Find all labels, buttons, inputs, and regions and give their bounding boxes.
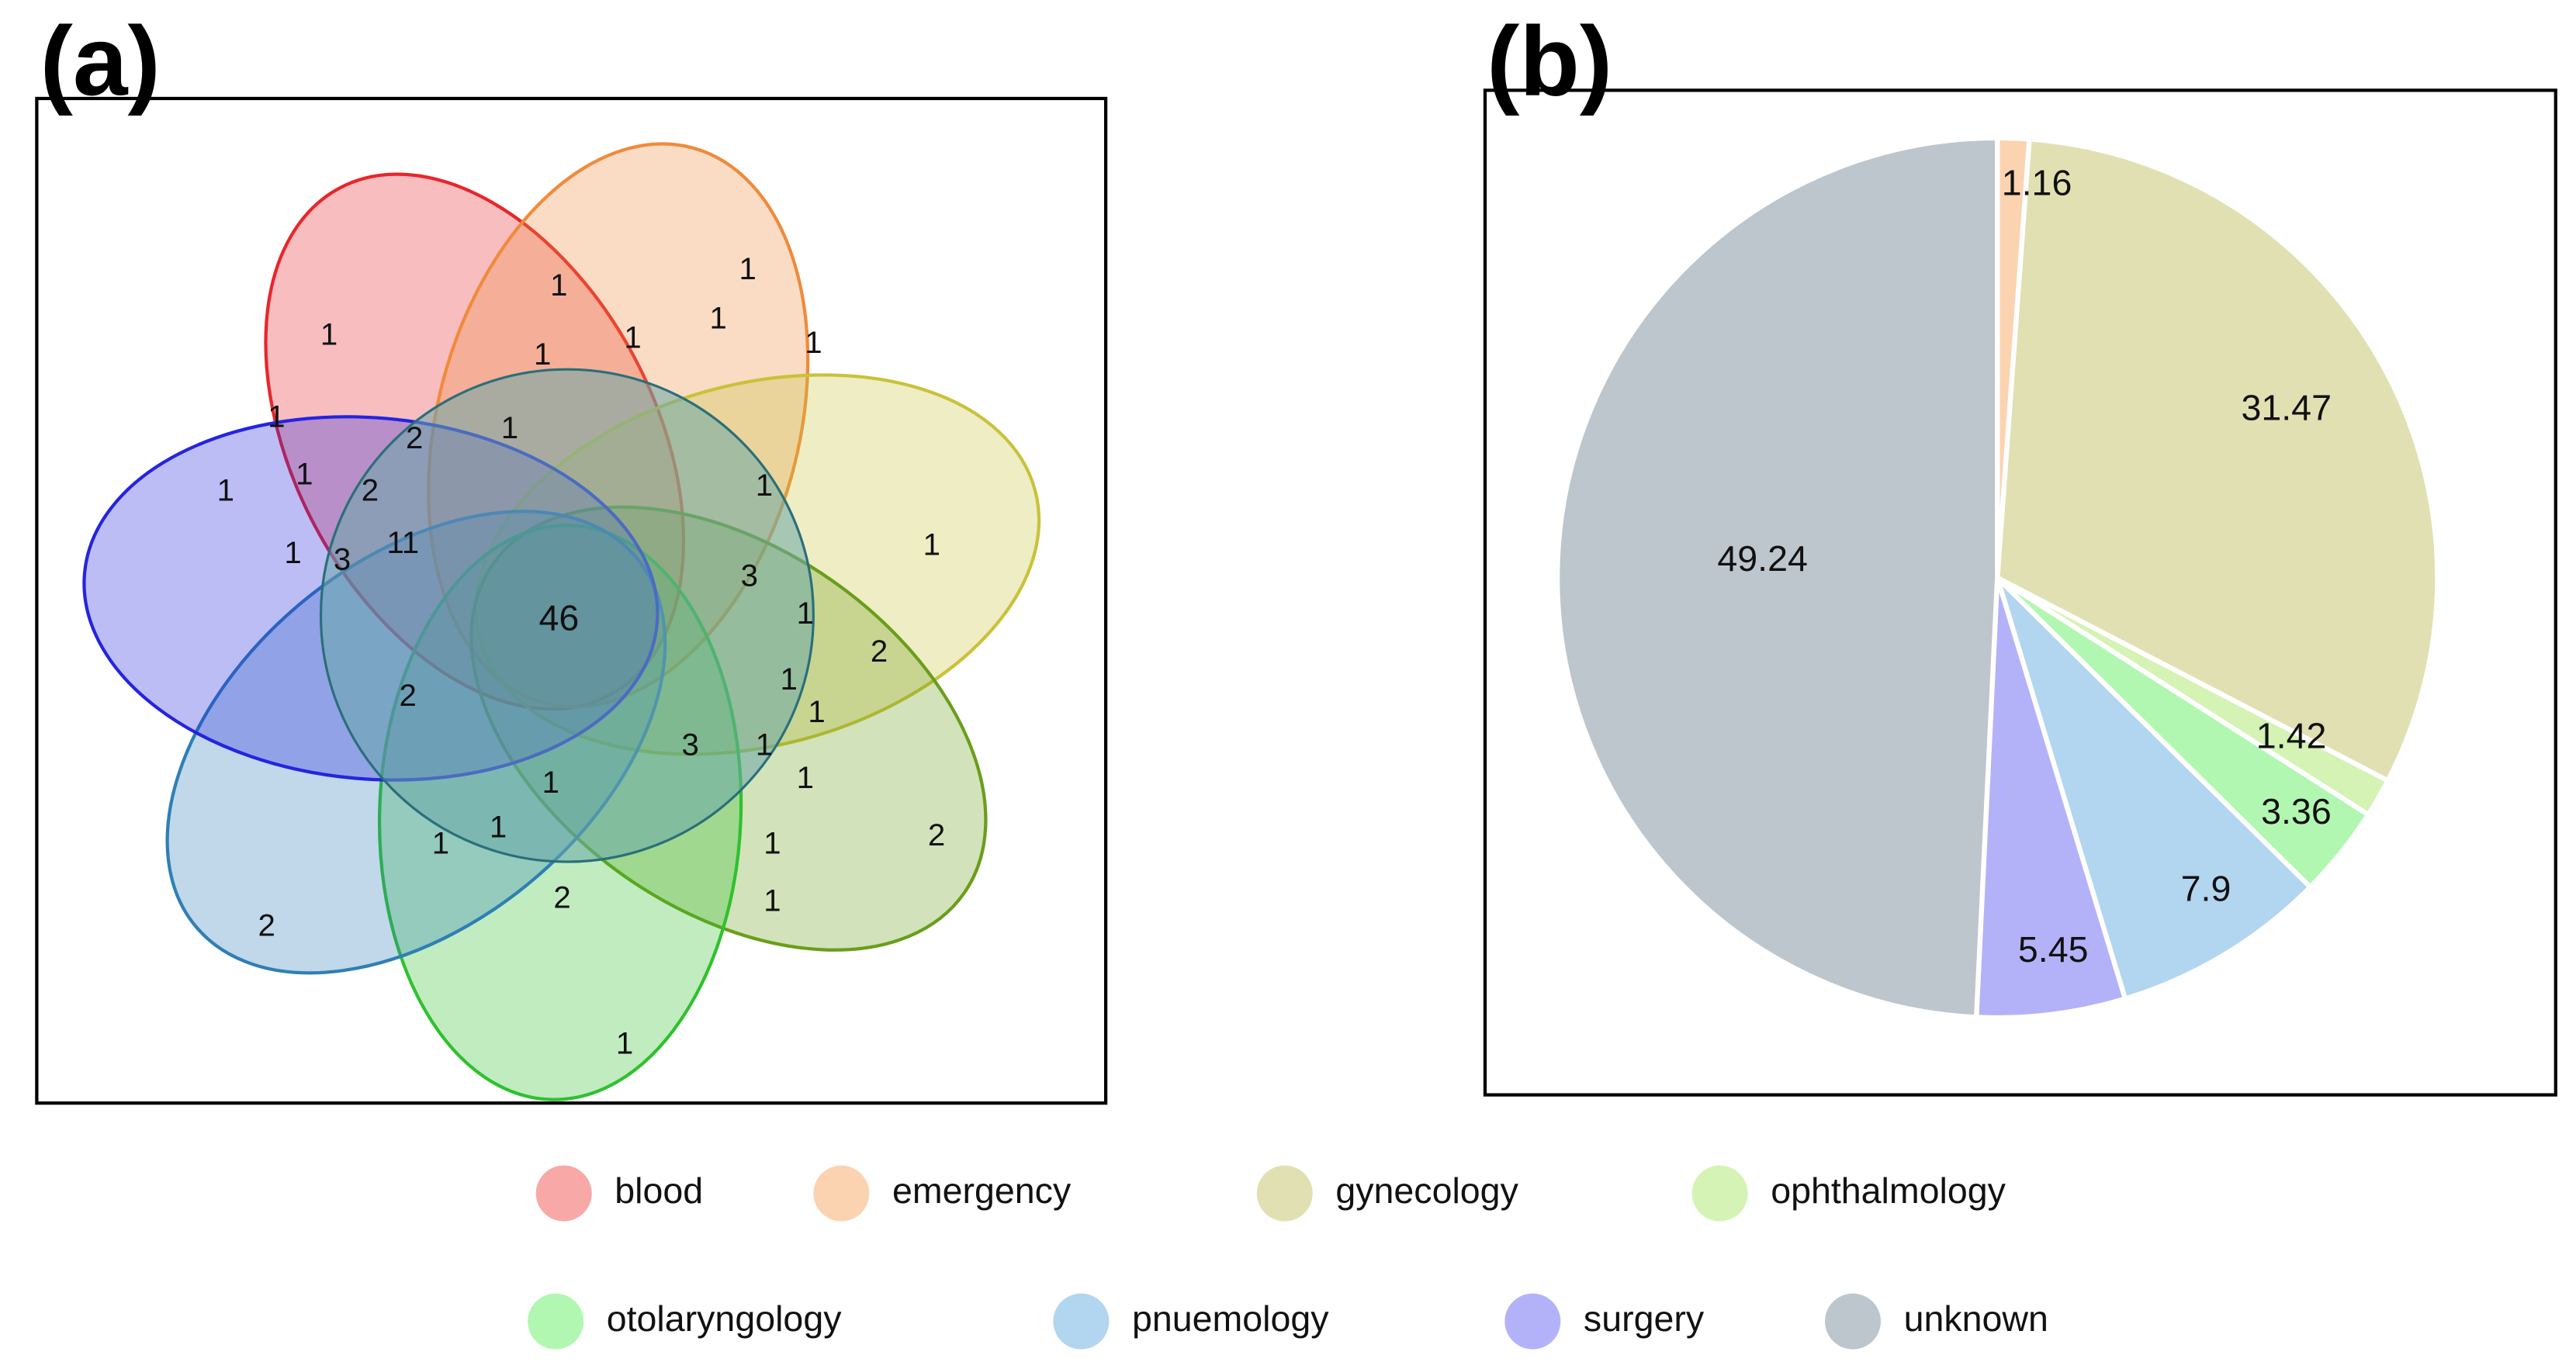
venn-count: 1 — [763, 883, 781, 918]
legend-swatch — [535, 1165, 592, 1222]
legend-swatch — [1053, 1293, 1110, 1350]
pie-slice-unknown — [1554, 135, 2000, 1020]
legend-item-ophthalmology: ophthalmology — [1691, 1165, 2006, 1222]
venn-count: 1 — [780, 662, 797, 697]
legend-item-emergency: emergency — [813, 1165, 1072, 1222]
pie-label-unknown: 49.24 — [1717, 538, 1807, 579]
venn-count: 1 — [501, 410, 518, 445]
legend-swatch — [1256, 1165, 1313, 1222]
venn-count: 1 — [756, 468, 773, 503]
venn-count: 1 — [432, 826, 449, 861]
venn-count: 1 — [217, 473, 234, 508]
venn-count: 1 — [490, 809, 507, 844]
legend-item-blood: blood — [535, 1165, 703, 1222]
pie-label-ophthalmology: 1.42 — [2256, 716, 2327, 756]
pie-label-surgery: 5.45 — [2018, 929, 2089, 970]
pie-label-otolaryngology: 3.36 — [2261, 791, 2332, 831]
legend-label: gynecology — [1335, 1170, 1518, 1211]
venn-count: 1 — [296, 456, 313, 491]
venn-frame — [35, 96, 1108, 1105]
venn-count: 1 — [808, 694, 825, 729]
legend-label: pnuemology — [1132, 1298, 1329, 1339]
venn-count: 2 — [362, 473, 379, 508]
legend-label: surgery — [1584, 1298, 1705, 1339]
legend-swatch — [528, 1293, 584, 1350]
venn-count: 1 — [797, 596, 814, 631]
venn-count: 1 — [616, 1026, 633, 1061]
pie-label-gynecology: 31.47 — [2241, 387, 2331, 427]
legend-item-pnuemology: pnuemology — [1053, 1293, 1329, 1350]
venn-count: 2 — [871, 634, 888, 669]
legend-label: emergency — [892, 1170, 1072, 1211]
venn-count: 1 — [268, 399, 285, 434]
venn-count: 1 — [805, 325, 822, 360]
venn-core — [319, 368, 815, 863]
venn-count: 1 — [624, 320, 641, 355]
venn-count: 2 — [258, 907, 275, 942]
legend-label: otolaryngology — [607, 1298, 842, 1339]
venn-count: 2 — [553, 880, 570, 914]
venn-count: 3 — [334, 541, 351, 576]
legend-label: unknown — [1904, 1298, 2048, 1339]
pie-slice-pnuemology — [1995, 576, 2315, 1002]
pie-slice-gynecology — [1994, 136, 2440, 784]
venn-count: 1 — [320, 316, 338, 351]
legend: blood emergency gynecology ophthalmology oto… — [528, 1165, 2048, 1350]
venn-count: 1 — [739, 251, 757, 286]
venn-count: 3 — [741, 558, 758, 593]
venn-count: 1 — [284, 535, 301, 570]
legend-swatch — [813, 1165, 870, 1222]
pie-frame — [1483, 88, 2557, 1097]
legend-label: ophthalmology — [1771, 1170, 2006, 1211]
venn-count: 2 — [406, 420, 423, 455]
venn-count: 11 — [386, 525, 419, 560]
pie-slice-surgery — [1973, 577, 2128, 1021]
venn-count: 1 — [542, 765, 559, 800]
venn-count: 3 — [681, 728, 698, 762]
venn-count: 2 — [928, 818, 945, 852]
pie-label-pnuemology: 7.9 — [2181, 868, 2231, 908]
legend-swatch — [1825, 1293, 1881, 1350]
venn-count: 46 — [538, 597, 579, 638]
venn-petals — [82, 142, 1041, 1101]
venn-count: 1 — [756, 728, 773, 762]
legend-item-unknown: unknown — [1825, 1293, 2048, 1350]
venn-count: 1 — [550, 268, 567, 302]
venn-count: 1 — [709, 300, 726, 335]
pie-chart: 1.16 31.47 1.42 3.36 7.9 5.45 49.24 — [1554, 135, 2440, 1021]
legend-item-otolaryngology: otolaryngology — [528, 1293, 842, 1350]
venn-count: 2 — [399, 678, 416, 713]
venn-count: 1 — [534, 337, 551, 372]
panel-label-b: (b) — [1487, 6, 1612, 116]
venn-count: 1 — [763, 826, 781, 861]
venn-count: 1 — [923, 527, 940, 562]
legend-label: blood — [615, 1170, 703, 1211]
legend-swatch — [1691, 1165, 1748, 1222]
legend-item-surgery: surgery — [1504, 1293, 1705, 1350]
legend-swatch — [1504, 1293, 1561, 1350]
venn-count: 1 — [797, 760, 814, 795]
legend-item-gynecology: gynecology — [1256, 1165, 1519, 1222]
pie-label-emergency: 1.16 — [2002, 162, 2072, 202]
